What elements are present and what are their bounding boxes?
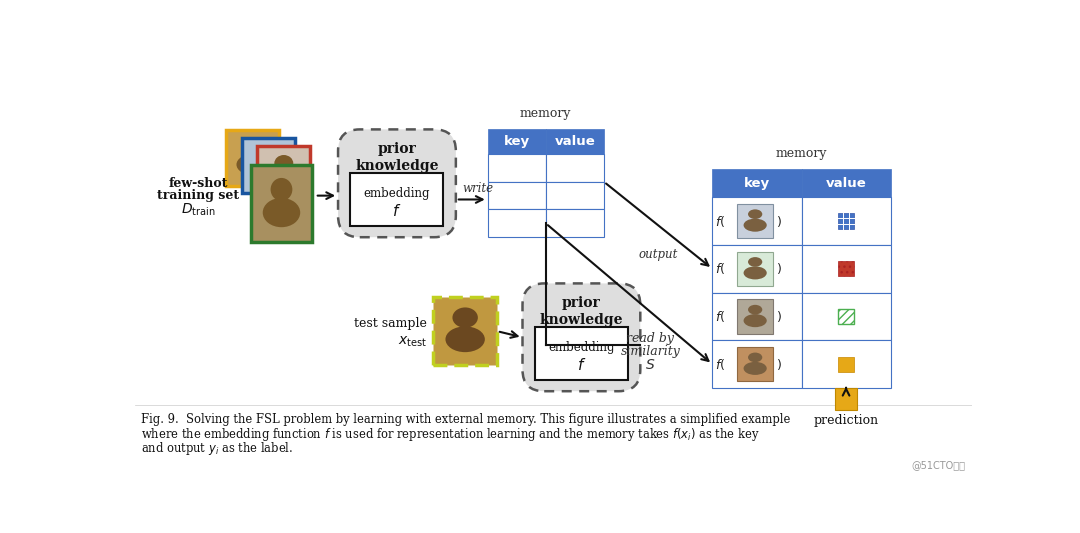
Bar	[801, 341, 891, 388]
Ellipse shape	[268, 169, 300, 190]
Bar	[713, 197, 801, 245]
Bar	[713, 169, 801, 197]
Text: embedding: embedding	[364, 187, 430, 199]
Text: $f($: $f($	[715, 261, 726, 276]
Text: $f$: $f$	[392, 203, 402, 220]
Text: and output $y_i$ as the label.: and output $y_i$ as the label.	[141, 440, 294, 457]
Bar	[545, 130, 604, 154]
Ellipse shape	[743, 219, 767, 232]
Bar	[713, 245, 801, 293]
Bar	[801, 293, 891, 341]
Text: value: value	[826, 177, 866, 190]
Text: $f($: $f($	[715, 214, 726, 229]
Text: training set: training set	[158, 189, 240, 202]
Ellipse shape	[262, 198, 300, 227]
Text: similarity: similarity	[620, 345, 680, 358]
Text: key: key	[503, 135, 530, 148]
Ellipse shape	[445, 326, 485, 352]
Text: read by: read by	[626, 332, 674, 345]
Text: few-shot: few-shot	[168, 177, 228, 190]
Ellipse shape	[453, 308, 477, 328]
Text: Fig. 9.  Solving the FSL problem by learning with external memory. This figure i: Fig. 9. Solving the FSL problem by learn…	[141, 413, 791, 426]
Ellipse shape	[271, 178, 293, 201]
Bar	[545, 209, 604, 237]
Bar	[545, 182, 604, 209]
Bar	[838, 261, 854, 277]
Bar	[801, 245, 891, 293]
Bar	[242, 138, 295, 193]
Text: $)$: $)$	[777, 214, 782, 229]
Ellipse shape	[259, 147, 278, 164]
Bar	[738, 300, 773, 334]
Text: memory: memory	[775, 147, 827, 160]
Bar	[838, 309, 854, 324]
Ellipse shape	[252, 161, 285, 183]
Bar	[713, 341, 801, 388]
Bar	[350, 173, 444, 227]
Ellipse shape	[743, 266, 767, 279]
Bar	[738, 347, 773, 382]
Bar	[535, 327, 627, 381]
Text: embedding: embedding	[549, 341, 615, 353]
Bar	[838, 357, 854, 372]
Text: test sample: test sample	[354, 317, 428, 330]
Text: key: key	[744, 177, 770, 190]
Ellipse shape	[748, 352, 762, 362]
Bar	[838, 213, 854, 229]
Bar	[713, 293, 801, 341]
Text: prior: prior	[562, 296, 600, 310]
Bar	[252, 165, 312, 242]
Text: output: output	[638, 248, 678, 261]
Bar	[488, 209, 545, 237]
Text: $f($: $f($	[715, 357, 726, 372]
Bar	[488, 154, 545, 182]
Ellipse shape	[743, 314, 767, 327]
Text: @51CTO博客: @51CTO博客	[912, 460, 966, 470]
Ellipse shape	[243, 140, 262, 156]
Ellipse shape	[743, 362, 767, 375]
Bar	[801, 169, 891, 197]
Text: where the embedding function $f$ is used for representation learning and the mem: where the embedding function $f$ is used…	[141, 426, 759, 443]
Text: memory: memory	[519, 107, 571, 120]
Bar	[433, 297, 497, 365]
Ellipse shape	[748, 209, 762, 219]
Bar	[227, 130, 279, 185]
Text: $f($: $f($	[715, 309, 726, 324]
Ellipse shape	[748, 257, 762, 266]
Text: $D_{\mathrm{train}}$: $D_{\mathrm{train}}$	[181, 201, 216, 217]
FancyBboxPatch shape	[338, 130, 456, 237]
Bar	[835, 388, 856, 410]
Bar	[488, 130, 545, 154]
Text: knowledge: knowledge	[540, 313, 623, 327]
Text: $)$: $)$	[777, 309, 782, 324]
Bar	[257, 146, 310, 201]
Text: value: value	[554, 135, 595, 148]
Bar	[801, 197, 891, 245]
Text: $)$: $)$	[777, 261, 782, 276]
Text: $S$: $S$	[645, 358, 656, 372]
Text: write: write	[462, 182, 494, 195]
FancyBboxPatch shape	[523, 284, 640, 391]
Text: $x_{\mathrm{test}}$: $x_{\mathrm{test}}$	[399, 335, 428, 349]
Text: $f$: $f$	[577, 357, 586, 373]
Ellipse shape	[237, 154, 269, 175]
Ellipse shape	[748, 305, 762, 314]
Bar	[488, 182, 545, 209]
Ellipse shape	[274, 155, 294, 172]
Text: prediction: prediction	[813, 414, 879, 427]
Text: knowledge: knowledge	[355, 159, 438, 173]
Text: prior: prior	[378, 142, 416, 156]
Bar	[738, 204, 773, 238]
Bar	[545, 154, 604, 182]
Bar	[738, 252, 773, 286]
Text: $)$: $)$	[777, 357, 782, 372]
